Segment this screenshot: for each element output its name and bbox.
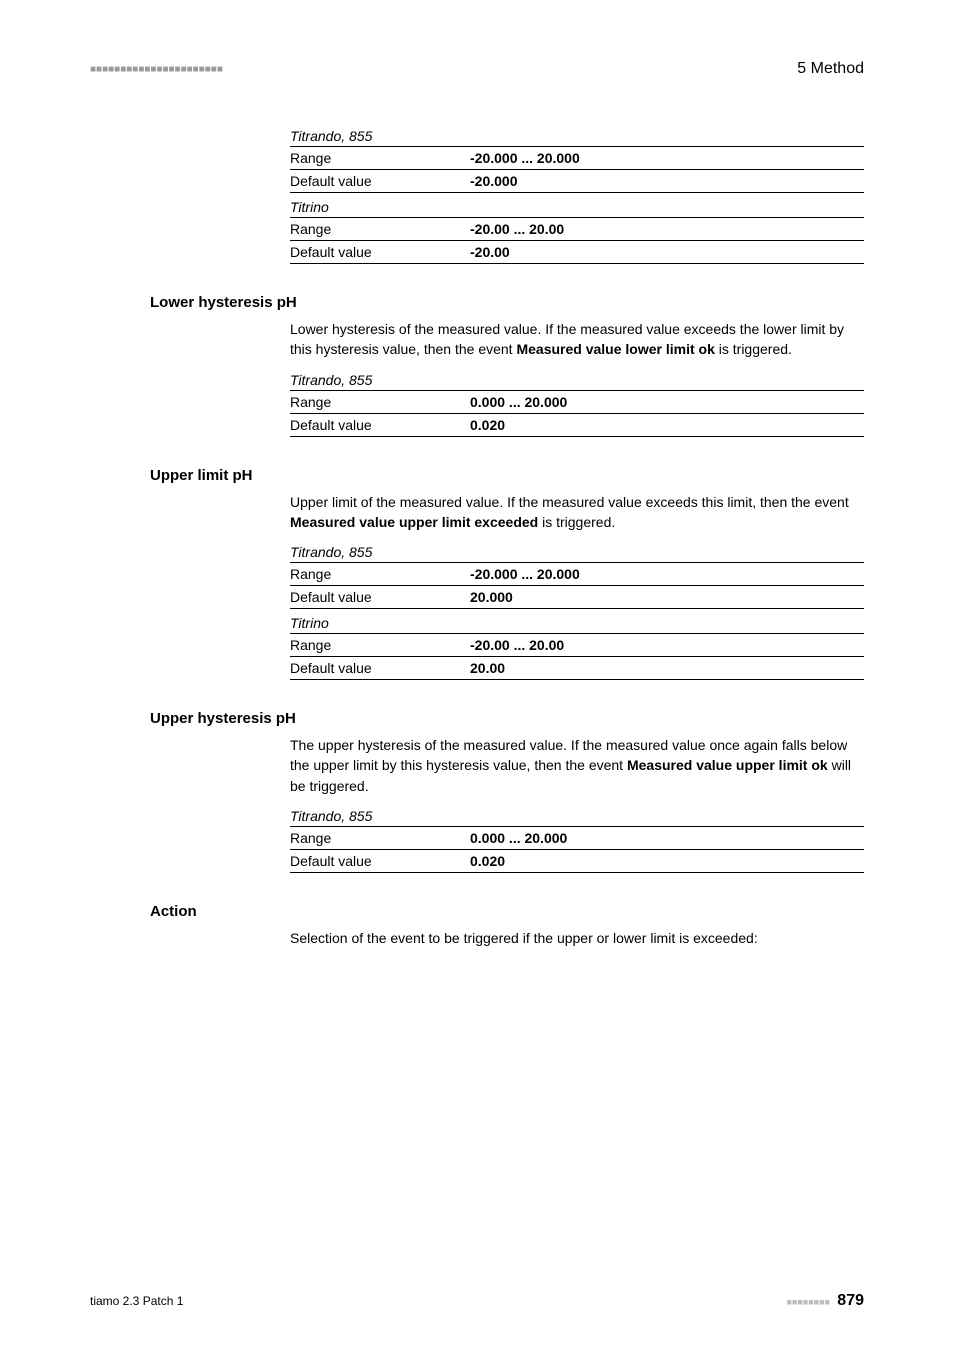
device-name: Titrando, 855 xyxy=(290,544,864,563)
spec-row: Range0.000 ... 20.000 xyxy=(290,391,864,414)
body-paragraph: Selection of the event to be triggered i… xyxy=(290,928,864,948)
spec-value: -20.00 ... 20.00 xyxy=(470,221,564,237)
spec-row: Default value0.020 xyxy=(290,414,864,437)
spec-value: -20.000 ... 20.000 xyxy=(470,566,580,582)
section-body: Upper limit of the measured value. If th… xyxy=(290,492,864,681)
spec-row: Range-20.00 ... 20.00 xyxy=(290,218,864,241)
section-body: The upper hysteresis of the measured val… xyxy=(290,735,864,873)
header-right: 5 Method xyxy=(797,60,864,78)
page-header: ■■■■■■■■■■■■■■■■■■■■■■ 5 Method xyxy=(90,60,864,78)
spec-row: Default value-20.000 xyxy=(290,170,864,193)
spec-value: 0.000 ... 20.000 xyxy=(470,394,567,410)
spec-label: Range xyxy=(290,150,470,166)
spec-label: Default value xyxy=(290,244,470,260)
body-paragraph: The upper hysteresis of the measured val… xyxy=(290,735,864,796)
spec-label: Default value xyxy=(290,589,470,605)
spec-row: Default value-20.00 xyxy=(290,241,864,264)
spec-label: Default value xyxy=(290,173,470,189)
device-name: Titrando, 855 xyxy=(290,128,864,147)
device-name: Titrando, 855 xyxy=(290,372,864,391)
spec-value: -20.000 xyxy=(470,173,517,189)
section-body: Selection of the event to be triggered i… xyxy=(290,928,864,948)
spec-row: Range-20.000 ... 20.000 xyxy=(290,563,864,586)
bold-text: Measured value lower limit ok xyxy=(516,341,714,357)
spec-value: 0.020 xyxy=(470,417,505,433)
body-paragraph: Lower hysteresis of the measured value. … xyxy=(290,319,864,360)
bold-text: Measured value upper limit ok xyxy=(627,757,828,773)
section-title: Upper hysteresis pH xyxy=(150,710,864,727)
spec-row: Range-20.00 ... 20.00 xyxy=(290,634,864,657)
spec-label: Range xyxy=(290,566,470,582)
device-name: Titrino xyxy=(290,615,864,634)
footer-right: ■■■■■■■■ 879 xyxy=(786,1292,864,1310)
spec-value: -20.00 ... 20.00 xyxy=(470,637,564,653)
body-paragraph: Upper limit of the measured value. If th… xyxy=(290,492,864,533)
section-title: Action xyxy=(150,903,864,920)
spec-label: Range xyxy=(290,830,470,846)
spec-value: -20.00 xyxy=(470,244,510,260)
device-name: Titrando, 855 xyxy=(290,808,864,827)
spec-row: Default value0.020 xyxy=(290,850,864,873)
spec-row: Default value20.00 xyxy=(290,657,864,680)
spec-value: 0.000 ... 20.000 xyxy=(470,830,567,846)
footer-left: tiamo 2.3 Patch 1 xyxy=(90,1294,183,1308)
section-body: Lower hysteresis of the measured value. … xyxy=(290,319,864,437)
spec-label: Range xyxy=(290,394,470,410)
header-bars: ■■■■■■■■■■■■■■■■■■■■■■ xyxy=(90,64,223,75)
bold-text: Measured value upper limit exceeded xyxy=(290,514,538,530)
device-name: Titrino xyxy=(290,199,864,218)
section-title: Lower hysteresis pH xyxy=(150,294,864,311)
spec-block: Titrando, 855Range-20.000 ... 20.000Defa… xyxy=(290,128,864,264)
spec-label: Default value xyxy=(290,660,470,676)
footer-page: 879 xyxy=(837,1292,864,1309)
spec-row: Range-20.000 ... 20.000 xyxy=(290,147,864,170)
spec-label: Default value xyxy=(290,417,470,433)
spec-value: 20.000 xyxy=(470,589,513,605)
section-title: Upper limit pH xyxy=(150,467,864,484)
spec-label: Default value xyxy=(290,853,470,869)
spec-label: Range xyxy=(290,221,470,237)
spec-value: 0.020 xyxy=(470,853,505,869)
page-content: Titrando, 855Range-20.000 ... 20.000Defa… xyxy=(90,128,864,948)
spec-value: 20.00 xyxy=(470,660,505,676)
spec-value: -20.000 ... 20.000 xyxy=(470,150,580,166)
spec-row: Default value20.000 xyxy=(290,586,864,609)
spec-label: Range xyxy=(290,637,470,653)
spec-row: Range0.000 ... 20.000 xyxy=(290,827,864,850)
page-footer: tiamo 2.3 Patch 1 ■■■■■■■■ 879 xyxy=(90,1292,864,1310)
footer-bars: ■■■■■■■■ xyxy=(786,1297,830,1307)
